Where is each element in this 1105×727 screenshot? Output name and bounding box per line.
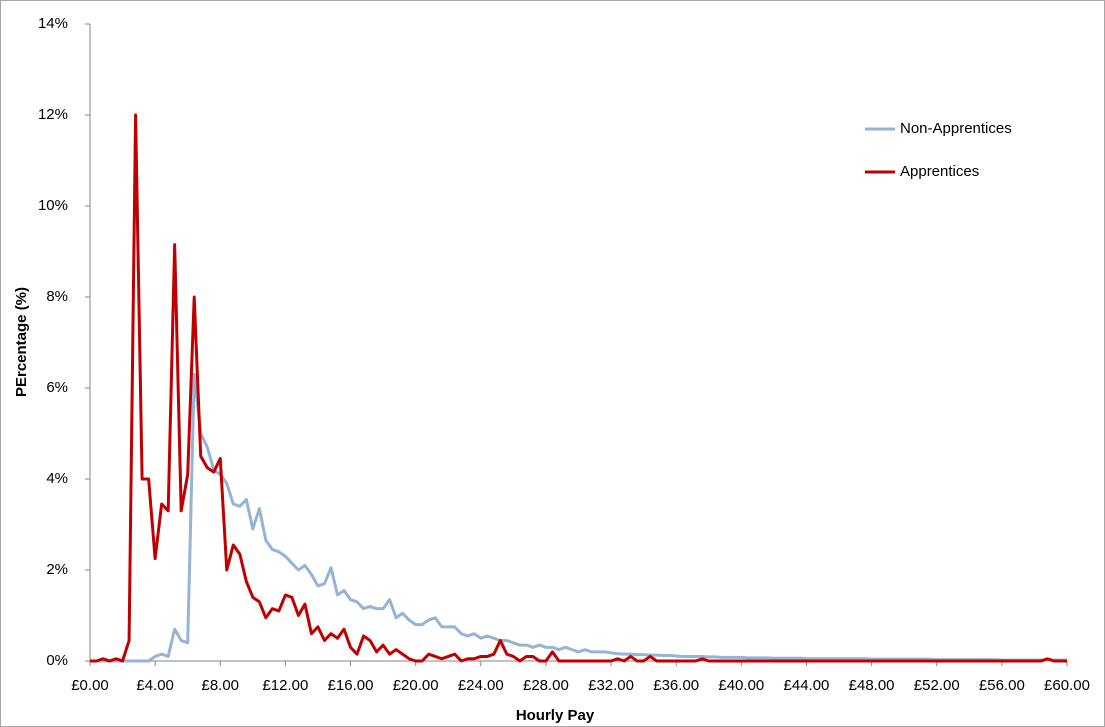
- x-tick-label: £0.00: [71, 677, 109, 694]
- x-tick-label: £48.00: [849, 677, 895, 694]
- x-tick-label: £24.00: [458, 677, 504, 694]
- y-tick-label: 0%: [46, 652, 68, 669]
- x-tick-label: £56.00: [979, 677, 1025, 694]
- x-tick-label: £32.00: [588, 677, 634, 694]
- series-line: [90, 372, 1067, 663]
- x-tick-label: £60.00: [1044, 677, 1090, 694]
- y-tick-label: 14%: [38, 15, 68, 32]
- y-tick-label: 6%: [46, 379, 68, 396]
- y-tick-label: 10%: [38, 197, 68, 214]
- y-tick-label: 12%: [38, 106, 68, 123]
- y-tick-label: 4%: [46, 470, 68, 487]
- x-tick-label: £44.00: [784, 677, 830, 694]
- x-tick-label: £4.00: [136, 677, 174, 694]
- x-tick-label: £28.00: [523, 677, 569, 694]
- x-axis-title: Hourly Pay: [516, 707, 595, 724]
- y-axis-title: PErcentage (%): [13, 287, 30, 397]
- x-tick-label: £8.00: [201, 677, 239, 694]
- legend-label: Non-Apprentices: [900, 120, 1012, 137]
- x-tick-label: £20.00: [393, 677, 439, 694]
- x-tick-label: £12.00: [262, 677, 308, 694]
- x-tick-label: £36.00: [653, 677, 699, 694]
- y-tick-label: 2%: [46, 561, 68, 578]
- x-tick-label: £16.00: [328, 677, 374, 694]
- x-tick-label: £52.00: [914, 677, 960, 694]
- x-tick-label: £40.00: [718, 677, 764, 694]
- series-line: [90, 113, 1067, 663]
- y-tick-label: 8%: [46, 288, 68, 305]
- legend-label: Apprentices: [900, 163, 979, 180]
